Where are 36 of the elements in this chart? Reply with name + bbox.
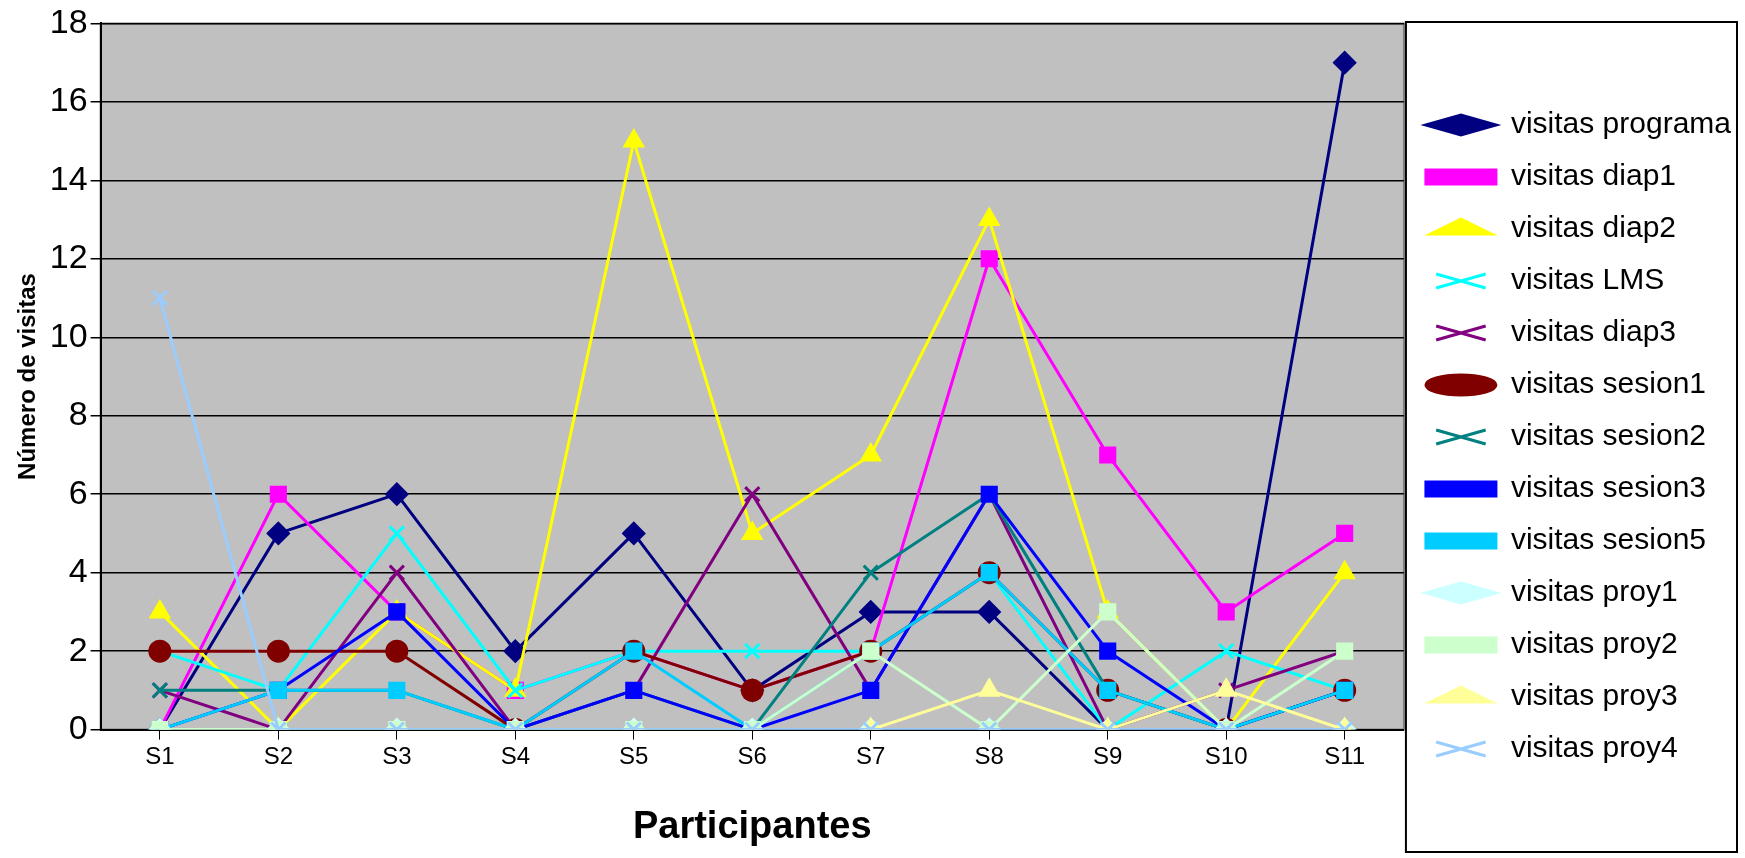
legend-label: visitas proy3 bbox=[1510, 678, 1678, 712]
x-tick-label: S8 bbox=[974, 741, 1004, 769]
y-tick-label: 14 bbox=[49, 158, 88, 197]
legend-label: visitas diap3 bbox=[1510, 314, 1677, 348]
x-tick-label: S4 bbox=[500, 741, 530, 769]
legend-label: visitas LMS bbox=[1510, 262, 1665, 296]
legend-label: visitas proy2 bbox=[1510, 626, 1678, 660]
legend-label: visitas diap2 bbox=[1510, 210, 1677, 244]
y-tick-label: 4 bbox=[68, 551, 88, 590]
legend-label: visitas programa bbox=[1510, 106, 1732, 140]
x-tick-label: S7 bbox=[856, 741, 886, 769]
x-tick-label: S6 bbox=[737, 741, 767, 769]
x-tick-label: S5 bbox=[619, 741, 649, 769]
y-tick-label: 12 bbox=[49, 237, 88, 276]
y-tick-label: 8 bbox=[68, 394, 88, 433]
y-tick-label: 10 bbox=[49, 315, 88, 354]
legend-label: visitas sesion2 bbox=[1510, 418, 1707, 452]
x-axis-title: Participantes bbox=[632, 803, 872, 846]
x-tick-label: S3 bbox=[382, 741, 412, 769]
y-axis-title: Número de visitas bbox=[13, 273, 41, 480]
legend-label: visitas diap1 bbox=[1510, 158, 1677, 192]
x-tick-label: S11 bbox=[1324, 741, 1366, 769]
y-tick-label: 16 bbox=[49, 80, 88, 119]
x-tick-label: S9 bbox=[1093, 741, 1123, 769]
legend-label: visitas sesion5 bbox=[1510, 522, 1707, 556]
legend-label: visitas sesion3 bbox=[1510, 470, 1707, 504]
legend-label: visitas sesion1 bbox=[1510, 366, 1707, 400]
y-tick-label: 2 bbox=[68, 629, 88, 668]
x-tick-label: S10 bbox=[1204, 741, 1248, 769]
x-tick-label: S1 bbox=[145, 741, 175, 769]
y-tick-label: 0 bbox=[68, 707, 88, 746]
y-tick-label: 6 bbox=[68, 472, 88, 511]
legend-label: visitas proy1 bbox=[1510, 574, 1678, 608]
y-tick-label: 18 bbox=[49, 1, 88, 40]
legend-label: visitas proy4 bbox=[1510, 730, 1678, 764]
x-tick-label: S2 bbox=[263, 741, 294, 769]
